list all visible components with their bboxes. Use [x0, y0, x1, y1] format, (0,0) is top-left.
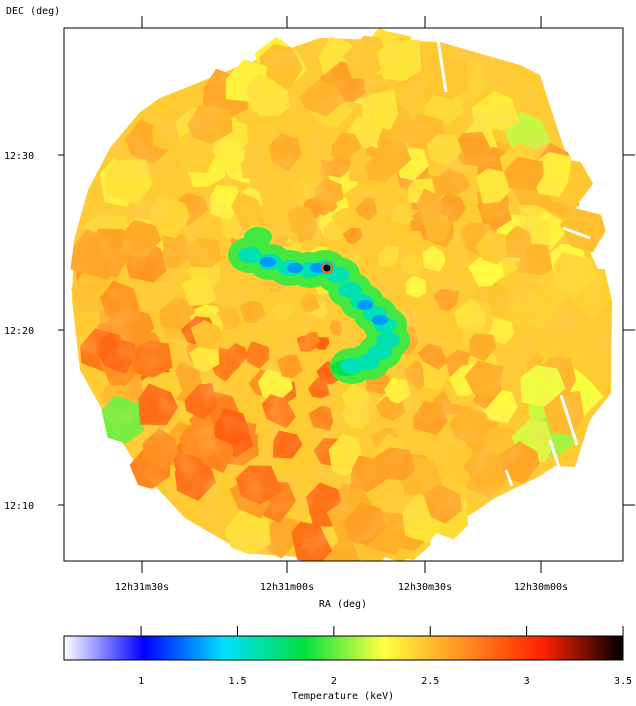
dec-axis-label: DEC (deg) [6, 6, 60, 17]
colorbar-tick-label: 2 [331, 676, 337, 687]
colorbar-tick-label: 3 [524, 676, 530, 687]
hot-point-ring [321, 262, 333, 274]
colorbar-tick-label: 3.5 [614, 676, 632, 687]
filament-core-blob [372, 315, 388, 325]
filament-core-blob [260, 257, 276, 267]
filament-core-blob [338, 282, 362, 298]
colorbar-tick-label: 1 [138, 676, 144, 687]
dec-tick-label: 12:20 [4, 326, 34, 337]
ra-tick-label: 12h31m00s [260, 582, 314, 593]
filament-core-blob [376, 332, 400, 348]
filament-core-blob [287, 263, 303, 273]
ra-tick-label: 12h30m00s [514, 582, 568, 593]
filament-core-blob [340, 358, 364, 374]
filament-edge-blob [244, 227, 272, 247]
chip-gaps [436, 39, 591, 487]
colorbar: 1 1.5 2 2.5 3 3.5 Temperature (keV) [63, 626, 632, 702]
filament-core-blob [326, 267, 350, 283]
filament-core-blob [238, 247, 262, 263]
dec-tick-label: 12:10 [4, 501, 34, 512]
ra-tick-label: 12h30m30s [398, 582, 452, 593]
dec-axis-ticks: 12:30 12:20 12:10 [4, 151, 635, 512]
dec-tick-label: 12:30 [4, 151, 34, 162]
colorbar-tick-label: 2.5 [421, 676, 439, 687]
plot-frame [63, 27, 624, 562]
ra-tick-label: 12h31m30s [115, 582, 169, 593]
colorbar-gradient [63, 635, 624, 661]
colorbar-ticks: 1 1.5 2 2.5 3 3.5 [138, 626, 632, 687]
colorbar-tick-label: 1.5 [228, 676, 246, 687]
ra-axis-label: RA (deg) [319, 599, 367, 610]
cool-gas-filament [228, 227, 410, 384]
hot-point-source [323, 264, 331, 272]
filament-core-blob [357, 300, 373, 310]
ra-axis-ticks: 12h31m30s 12h31m00s 12h30m30s 12h30m00s [115, 16, 568, 593]
temperature-map [70, 28, 612, 561]
colorbar-label: Temperature (keV) [292, 691, 394, 702]
